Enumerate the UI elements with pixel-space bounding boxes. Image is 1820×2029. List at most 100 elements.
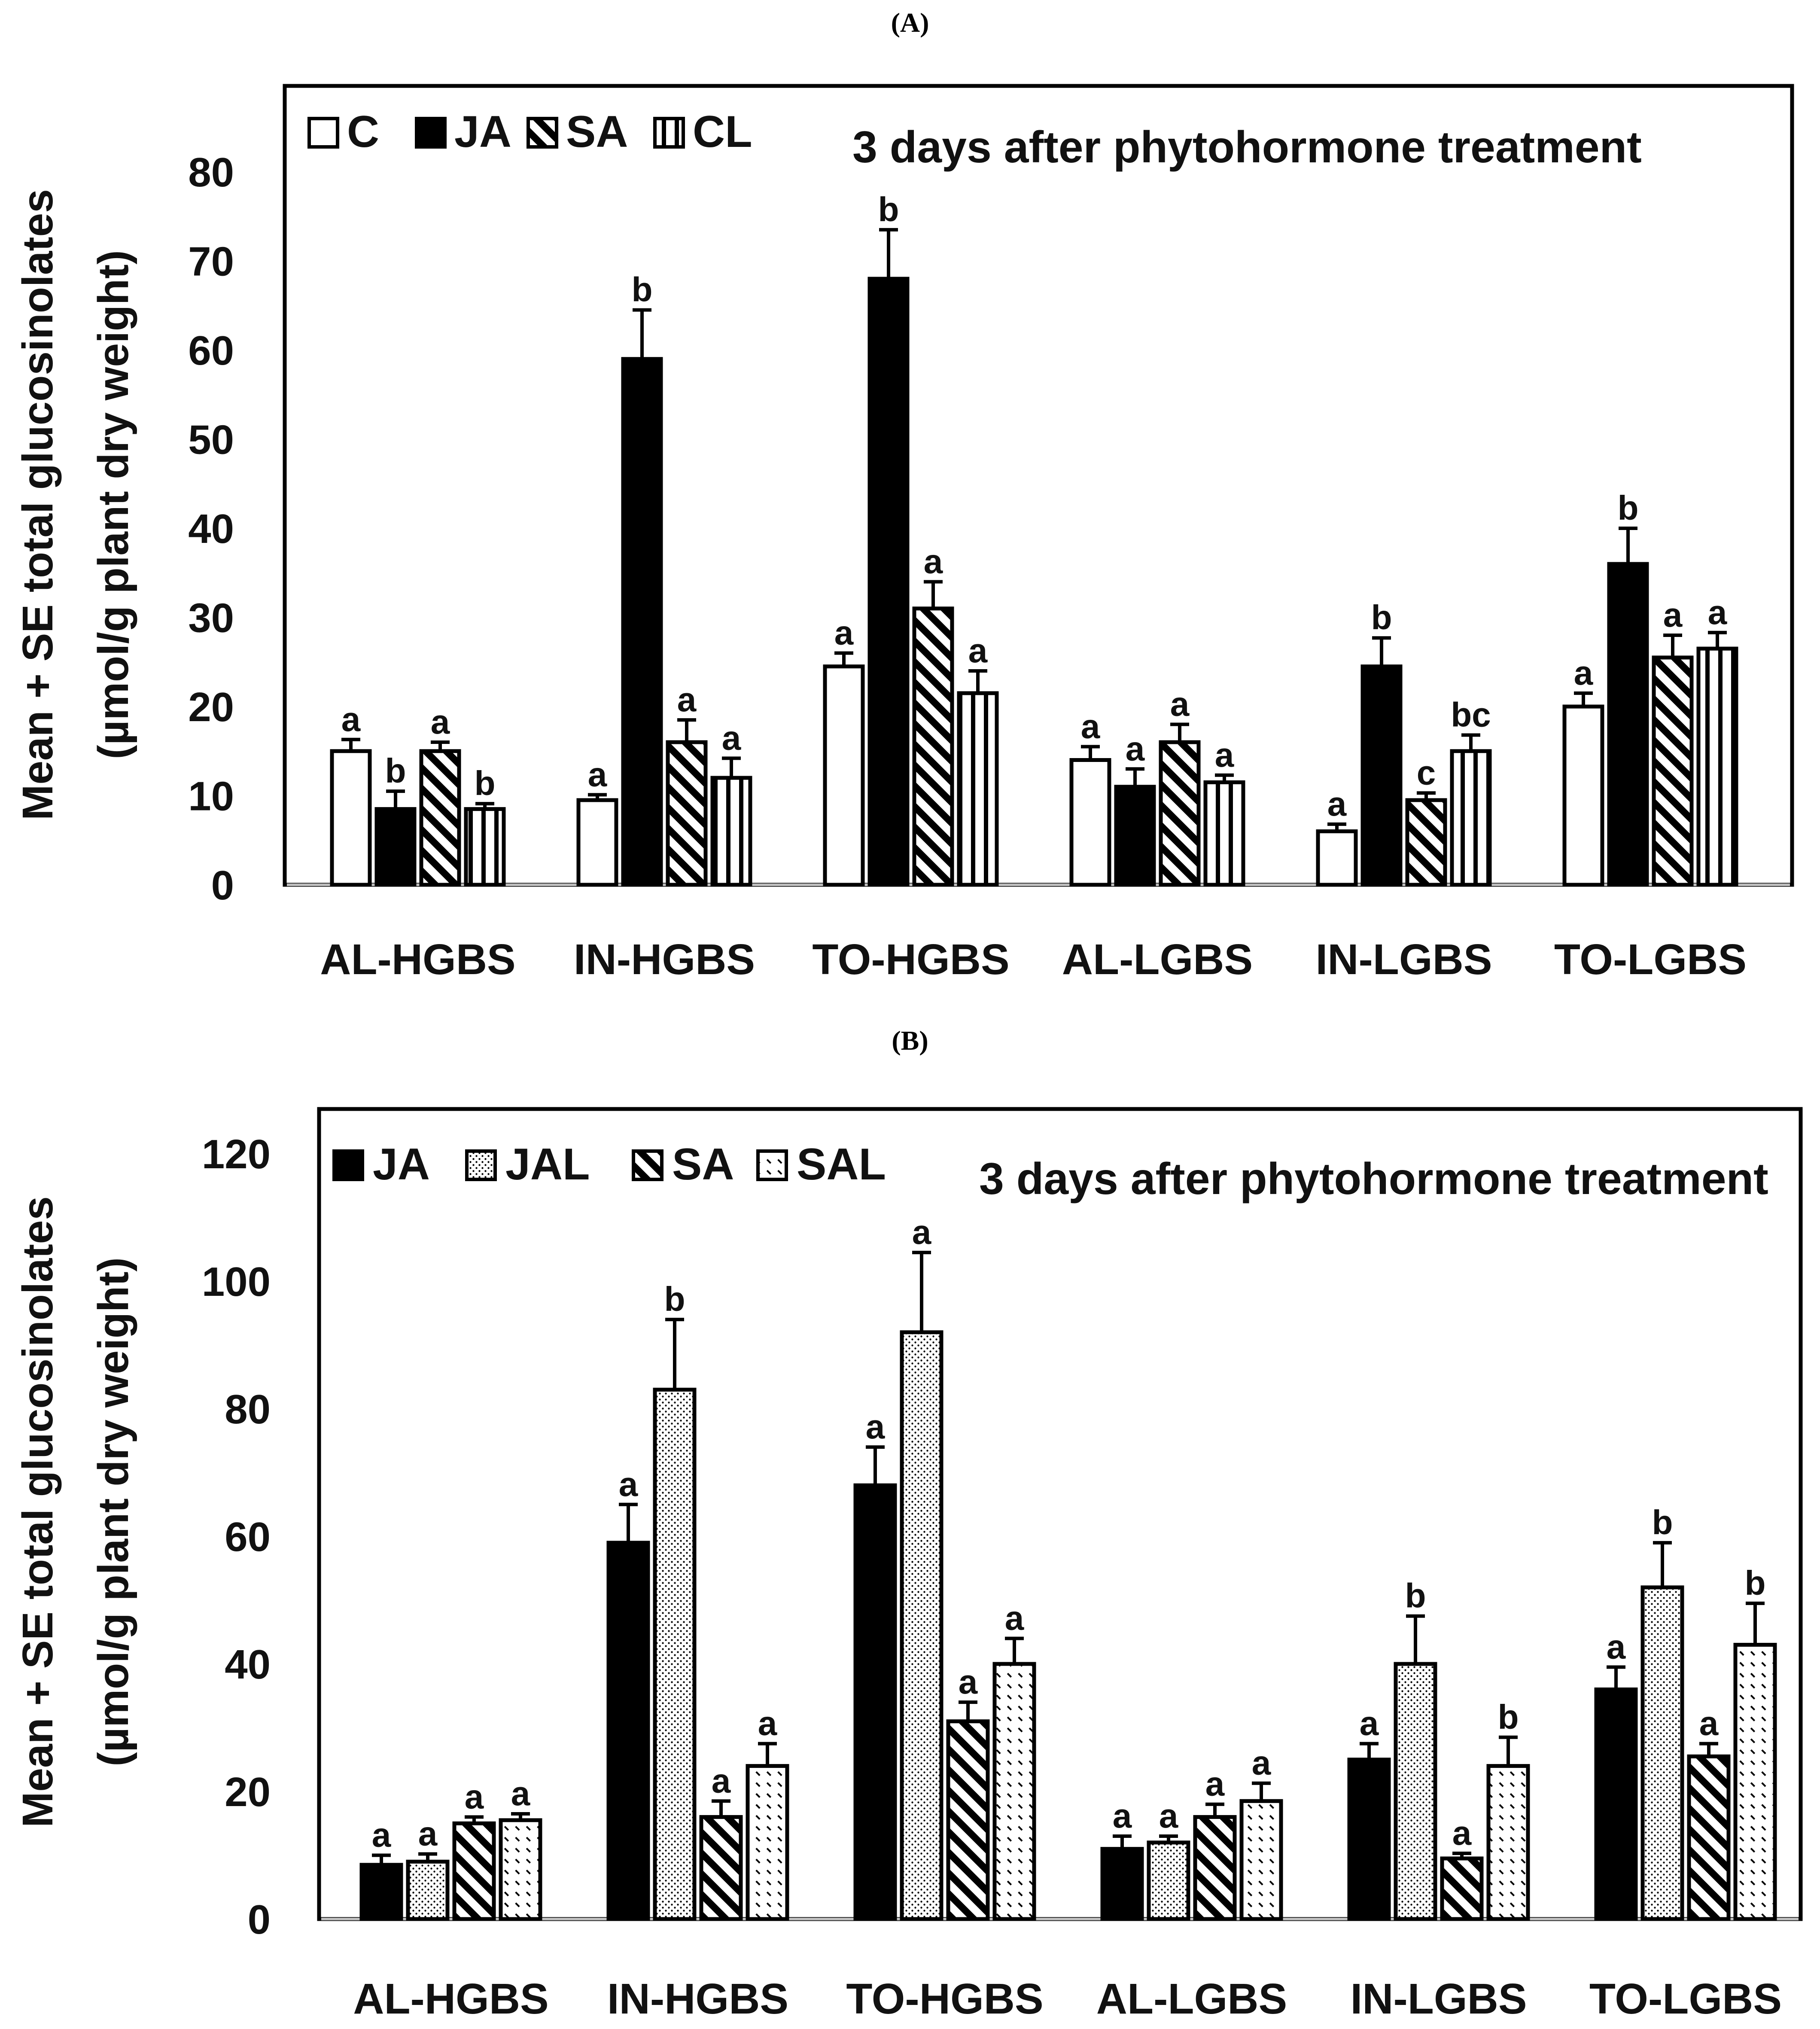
legend-label-sa: SA [566, 107, 628, 157]
legend-label-sa: SA [672, 1139, 734, 1189]
y-tick-label: 60 [225, 1514, 271, 1560]
y-tick-label: 80 [188, 149, 234, 195]
bar-ja [606, 1541, 650, 1921]
category-label: TO-LGBS [1589, 1975, 1782, 2023]
y-tick-label: 70 [188, 239, 234, 285]
significance-label: a [677, 680, 697, 719]
bar-cl [1203, 780, 1245, 887]
y-tick-label: 0 [248, 1897, 271, 1943]
significance-label: a [959, 1663, 978, 1701]
significance-label: a [712, 1761, 731, 1800]
y-tick-label: 80 [225, 1386, 271, 1432]
panel-a-frame [283, 84, 1794, 887]
bar-sal [746, 1764, 789, 1921]
panel-a-ylabel-line2: (µmol/g plant dry weight) [89, 250, 137, 759]
panel-b-ylabel-line1: Mean + SE total glucosinolates [14, 1196, 62, 1828]
bar-c [823, 664, 865, 887]
category-label: IN-HGBS [574, 935, 755, 984]
bar-jal [1640, 1585, 1684, 1921]
legend-label-jal: JAL [505, 1139, 590, 1189]
bar-sa [1159, 740, 1201, 887]
bar-sa [699, 1815, 743, 1921]
bar-sa [452, 1821, 496, 1921]
significance-label: c [1417, 753, 1436, 792]
bar-cl [1696, 646, 1738, 887]
bar-sa [1687, 1754, 1731, 1921]
panel-b: (B) 0 20 40 60 80 100 120 AL-HGBS IN-HGBS TO-HGBS… [14, 1025, 1803, 2023]
significance-label: a [588, 755, 607, 793]
legend-swatch-sa [632, 1149, 663, 1181]
bar-ja [1360, 664, 1403, 887]
y-tick-label: 10 [188, 774, 234, 820]
bar-sa [1405, 798, 1447, 887]
category-label: IN-LGBS [1315, 935, 1492, 984]
significance-label: a [1574, 654, 1593, 692]
bar-ja [1607, 562, 1649, 887]
category-label: AL-HGBS [353, 1975, 549, 2023]
bar-c [1562, 704, 1604, 887]
legend-label-ja: JA [373, 1139, 430, 1189]
significance-label: a [1663, 596, 1683, 634]
category-label: IN-HGBS [607, 1975, 788, 2023]
legend-swatch-sal [756, 1149, 788, 1181]
bar-jal [653, 1387, 697, 1921]
significance-label: b [475, 764, 496, 802]
bar-sal [1733, 1642, 1777, 1921]
significance-label: a [1170, 685, 1190, 723]
significance-label: a [341, 700, 361, 738]
panel-b-label: (B) [892, 1025, 928, 1056]
significance-label: a [465, 1777, 484, 1816]
y-tick-label: 120 [202, 1131, 271, 1177]
y-tick-label: 40 [188, 506, 234, 552]
y-tick-label: 20 [225, 1769, 271, 1815]
bar-c [576, 798, 618, 887]
significance-label: a [1699, 1704, 1719, 1743]
bar-cl [710, 776, 752, 887]
significance-label: a [866, 1408, 885, 1446]
significance-label: a [1252, 1744, 1271, 1782]
significance-label: a [1113, 1797, 1132, 1835]
bar-c [1316, 829, 1358, 887]
significance-label: a [1005, 1599, 1024, 1637]
significance-label: a [1126, 729, 1145, 768]
y-tick-label: 0 [211, 862, 234, 908]
bar-sa [912, 606, 954, 887]
significance-label: a [1081, 707, 1100, 745]
panel-a-ylabel-line1: Mean + SE total glucosinolates [14, 189, 62, 820]
bar-sal [1486, 1764, 1530, 1921]
significance-label: a [619, 1465, 638, 1503]
bar-sa [666, 740, 708, 887]
y-tick-label: 30 [188, 595, 234, 641]
bar-jal [406, 1859, 450, 1921]
category-label: AL-LGBS [1096, 1975, 1287, 2023]
y-tick-label: 100 [202, 1259, 271, 1305]
bar-ja [621, 357, 663, 887]
bar-sal [499, 1818, 542, 1921]
bar-sa [1652, 655, 1694, 887]
significance-label: a [1708, 593, 1727, 631]
panel-a-label: (A) [891, 7, 929, 38]
category-label: IN-LGBS [1350, 1975, 1527, 2023]
bar-sa [1193, 1815, 1237, 1921]
y-tick-label: 60 [188, 328, 234, 374]
legend-label-sal: SAL [797, 1139, 886, 1189]
y-tick-label: 40 [225, 1642, 271, 1688]
bar-jal [900, 1330, 943, 1921]
legend-label-c: C [347, 107, 379, 157]
bar-jal [1147, 1840, 1190, 1921]
category-label: TO-HGBS [812, 935, 1009, 984]
significance-label: a [1607, 1627, 1626, 1666]
legend-swatch-sa [527, 117, 558, 149]
category-label: AL-LGBS [1062, 935, 1253, 984]
significance-label: b [878, 190, 899, 228]
bar-ja [1347, 1758, 1391, 1921]
bar-jal [1394, 1662, 1437, 1921]
category-label: AL-HGBS [320, 935, 516, 984]
y-tick-label: 50 [188, 417, 234, 463]
significance-label: a [924, 542, 943, 581]
significance-label: a [722, 719, 741, 757]
bar-sal [1239, 1799, 1283, 1921]
significance-label: b [664, 1280, 685, 1318]
bar-c [330, 749, 372, 887]
category-label: TO-HGBS [846, 1975, 1043, 2023]
